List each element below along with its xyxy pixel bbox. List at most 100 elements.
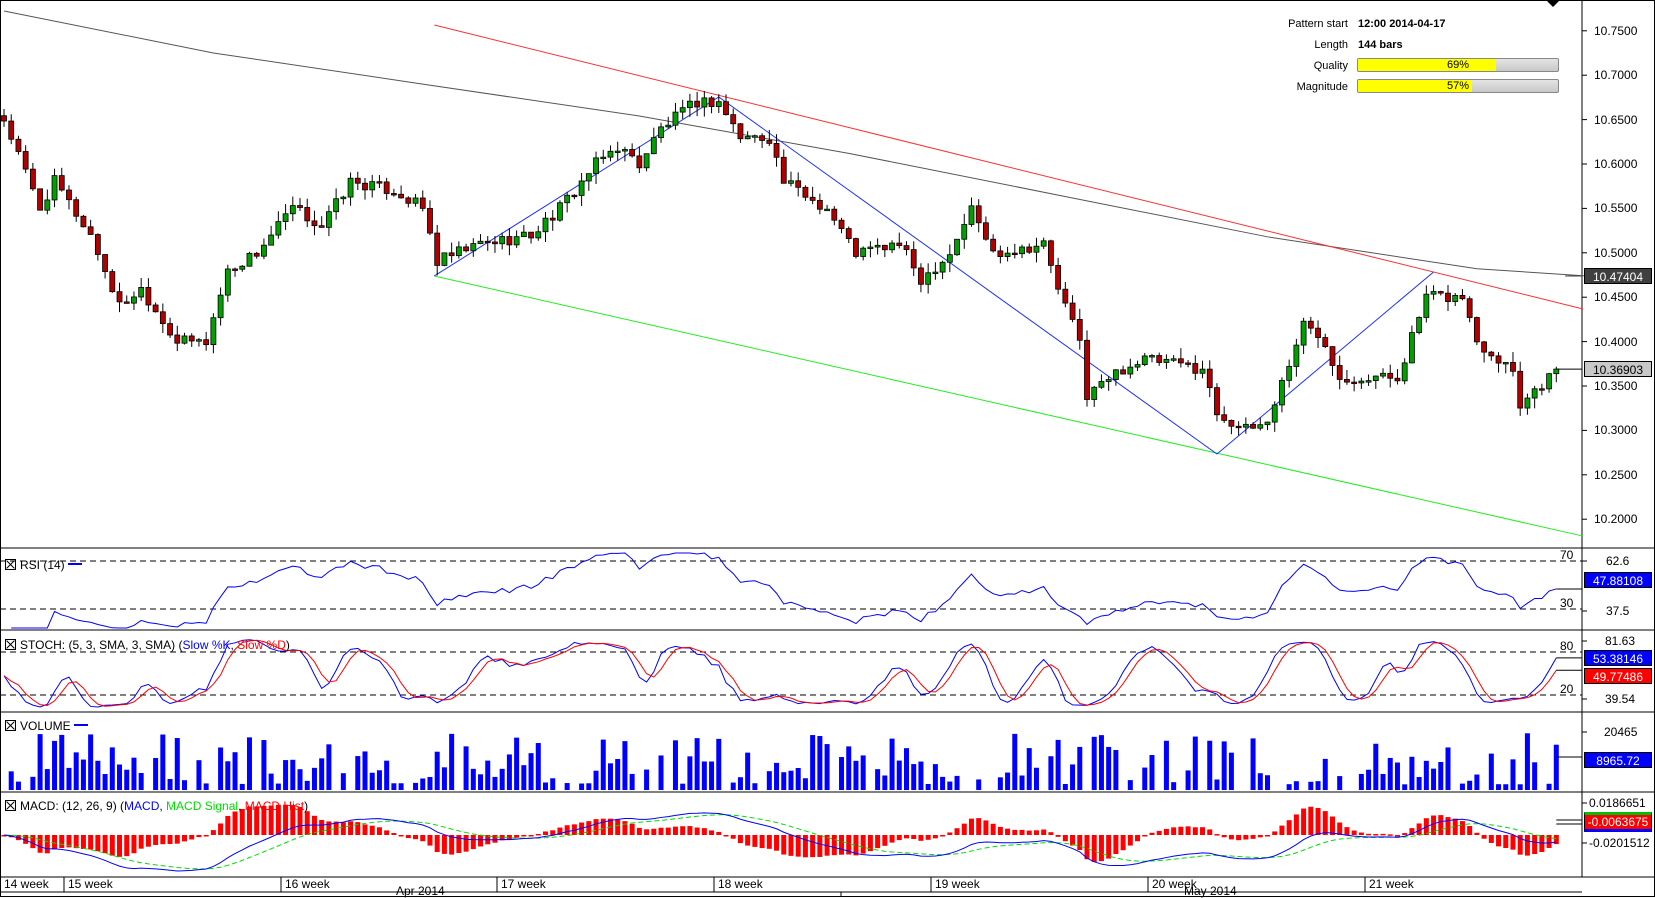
candle-body [946, 254, 953, 263]
candle-body [614, 150, 621, 153]
candle-body [918, 267, 924, 285]
volume-bar [1207, 740, 1213, 790]
candle-body [650, 137, 657, 155]
candle-body [636, 155, 643, 169]
macd-hist-bar [1214, 834, 1220, 836]
macd-hist-bar [968, 818, 974, 835]
volume-bar [268, 773, 274, 790]
macd-hist-bar [1467, 825, 1473, 835]
ma-value-box: 10.47404 [1584, 268, 1652, 284]
macd-hist-bar [1416, 823, 1422, 835]
length-label: Length [1314, 39, 1348, 51]
volume-bar [781, 772, 787, 790]
magnitude-label: Magnitude [1296, 81, 1348, 93]
volume-bar [1553, 744, 1559, 790]
volume-bar [37, 734, 43, 790]
macd-hist-bar [478, 835, 484, 847]
macd-hist-bar [138, 835, 144, 849]
volume-bar [44, 769, 50, 790]
macd-hist-bar [449, 835, 455, 855]
macd-hist-bar [730, 835, 736, 839]
candle-body [1416, 317, 1423, 333]
magnitude-bar: 57% [1357, 79, 1559, 93]
volume-bar [1149, 755, 1155, 790]
candle-body [325, 211, 332, 228]
macd-hist-bar [319, 819, 325, 835]
candle-body [593, 157, 599, 175]
volume-bar [59, 734, 65, 790]
volume-bar [586, 783, 592, 790]
candle-body [860, 247, 867, 257]
week-label: 14 week [4, 877, 49, 891]
volume-bar [88, 734, 94, 790]
candle-body [333, 198, 340, 213]
candle-body [744, 136, 751, 140]
close-panel-icon[interactable] [5, 559, 16, 570]
macd-hist-bar [1178, 826, 1184, 835]
candle-body [1322, 337, 1329, 348]
volume-bar [420, 778, 426, 790]
candle-body [1459, 294, 1466, 300]
candle-body [1510, 362, 1516, 372]
macd-hist-bar [492, 835, 498, 843]
close-panel-icon[interactable] [5, 800, 16, 811]
candle-body [975, 205, 982, 224]
volume-bar [528, 753, 534, 790]
macd-hist-bar [203, 835, 209, 837]
stoch-d-line [3, 639, 1557, 707]
macd-hist-bar [665, 827, 671, 835]
volume-bar [795, 768, 801, 790]
moving-average-line [3, 10, 1586, 277]
macd-hist-bar [232, 811, 238, 835]
volume-bar [976, 779, 982, 790]
macd-hist-bar [737, 835, 743, 844]
candle-body [66, 189, 72, 201]
volume-bar [774, 762, 780, 790]
volume-bar [896, 760, 902, 790]
volume-bar [1033, 767, 1039, 790]
macd-hist-bar [1048, 832, 1054, 835]
macd-hist-bar [810, 835, 816, 858]
macd-hist-bar [275, 804, 281, 835]
volume-bar [918, 761, 924, 790]
week-label: 19 week [935, 877, 980, 891]
candle-body [983, 222, 989, 240]
volume-bar [1055, 739, 1061, 790]
candle-body [600, 156, 607, 160]
macd-title: MACD: (12, 26, 9) ( [20, 799, 125, 813]
quality-label: Quality [1313, 60, 1348, 72]
macd-paren-close: ) [304, 799, 309, 813]
macd-hist-bar [167, 835, 173, 844]
macd-hist-bar [521, 835, 527, 837]
macd-hist-bar [304, 811, 310, 835]
candle-body [37, 188, 43, 211]
volume-bar [1503, 784, 1509, 790]
macd-hist-bar [1070, 835, 1076, 846]
close-panel-icon[interactable] [5, 720, 16, 731]
candle-body [867, 246, 874, 249]
macd-hist-bar [59, 835, 65, 848]
candle-body [701, 97, 708, 108]
volume-bar [1467, 780, 1473, 790]
volume-bar [196, 760, 202, 790]
macd-hist-bar [1322, 811, 1328, 835]
stoch-level-80: 80 [1560, 639, 1574, 653]
candle-body [73, 199, 80, 217]
volume-bar [514, 737, 520, 790]
candle-body [1300, 320, 1307, 346]
macd-hist-bar [131, 835, 137, 854]
macd-tick-low: -0.0201512 [1589, 836, 1650, 850]
volume-bar [131, 757, 137, 790]
candle-body [1481, 341, 1487, 353]
candle-body [1149, 355, 1155, 358]
macd-hist-bar [434, 835, 440, 853]
close-panel-icon[interactable] [5, 639, 16, 650]
macd-hist-bar [557, 827, 563, 835]
candle-body [506, 236, 513, 246]
macd-hist-bar [1, 835, 7, 837]
macd-hist-bar [1481, 835, 1487, 839]
macd-hist-bar [23, 835, 29, 844]
volume-bar [716, 738, 722, 790]
macd-hist-bar [997, 826, 1003, 835]
volume-bar [1185, 770, 1191, 790]
